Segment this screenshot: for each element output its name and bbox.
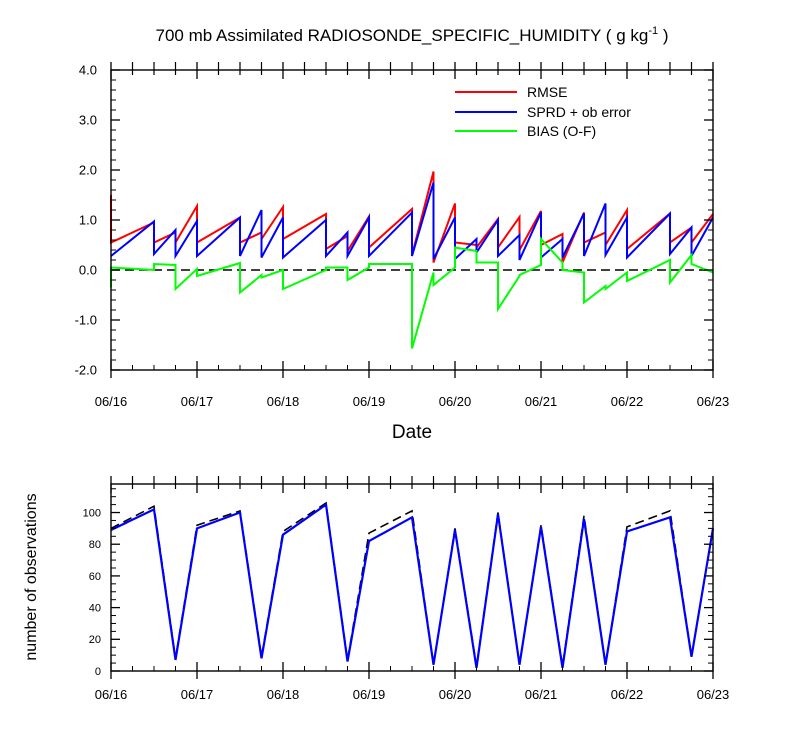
bottom-y-axis-label: number of observations	[23, 493, 40, 660]
bottom-series-layer	[110, 501, 715, 668]
sprd-ob-error-line	[110, 182, 714, 262]
bottom-x-tick-label: 06/18	[267, 687, 300, 702]
top-y-tick-label: 3.0	[79, 113, 97, 128]
top-x-tick-label: 06/16	[95, 394, 128, 409]
top-y-tick-label: 2.0	[79, 163, 97, 178]
top-x-tick-label: 06/19	[353, 394, 386, 409]
bottom-y-tick-label: 20	[89, 634, 101, 646]
top-chart-title-text: 700 mb Assimilated RADIOSONDE_SPECIFIC_H…	[156, 26, 649, 45]
top-panel: 700 mb Assimilated RADIOSONDE_SPECIFIC_H…	[75, 25, 730, 443]
bottom-x-tick-label: 06/20	[439, 687, 472, 702]
top-y-tick-label: -2.0	[75, 363, 97, 378]
top-y-tick-label: 4.0	[79, 63, 97, 78]
bottom-y-tick-label: 80	[89, 539, 101, 551]
bottom-y-tick-label: 40	[89, 602, 101, 614]
bottom-y-tick-label: 0	[95, 666, 101, 678]
top-x-tick-label: 06/17	[181, 394, 214, 409]
assimilated-observations-line	[110, 502, 715, 668]
top-x-tick-label: 06/20	[439, 394, 472, 409]
bottom-x-tick-label: 06/16	[95, 687, 128, 702]
top-y-tick-label: -1.0	[75, 313, 97, 328]
top-chart-title-exponent: -1	[648, 25, 658, 37]
top-x-tick-label: 06/23	[697, 394, 730, 409]
top-x-tick-label: 06/22	[611, 394, 644, 409]
top-y-tick-label: 0.0	[79, 263, 97, 278]
top-x-tick-label: 06/18	[267, 394, 300, 409]
top-x-tick-label: 06/21	[525, 394, 558, 409]
bottom-y-tick-label: 100	[83, 507, 101, 519]
top-y-tick-label: 1.0	[79, 213, 97, 228]
top-series-layer	[110, 171, 714, 349]
top-chart-title-suffix: )	[658, 26, 668, 45]
bottom-x-tick-label: 06/19	[353, 687, 386, 702]
bottom-panel: 0 20 40 60 80 100 06/16 06/17 06/18 06/19 06/20 06/…	[23, 476, 729, 702]
top-axes: -2.0 -1.0 0.0 1.0 2.0 3.0 4.0 06/16 06/17 06/18 06…	[75, 62, 730, 409]
bottom-x-tick-label: 06/17	[181, 687, 214, 702]
bottom-y-tick-label: 60	[89, 571, 101, 583]
legend: RMSE SPRD + ob error BIAS (O-F)	[455, 84, 631, 139]
legend-rmse-label: RMSE	[527, 84, 567, 100]
bottom-axes: 0 20 40 60 80 100 06/16 06/17 06/18 06/19 06/20 06/…	[83, 476, 730, 702]
bias-line	[110, 236, 714, 349]
bottom-x-tick-label: 06/23	[697, 687, 730, 702]
bottom-x-tick-label: 06/21	[525, 687, 558, 702]
top-chart-title: 700 mb Assimilated RADIOSONDE_SPECIFIC_H…	[156, 25, 669, 45]
top-x-axis-label: Date	[392, 422, 432, 443]
bottom-x-tick-label: 06/22	[611, 687, 644, 702]
legend-bias-label: BIAS (O-F)	[527, 123, 596, 139]
legend-sprd-label: SPRD + ob error	[527, 104, 631, 120]
